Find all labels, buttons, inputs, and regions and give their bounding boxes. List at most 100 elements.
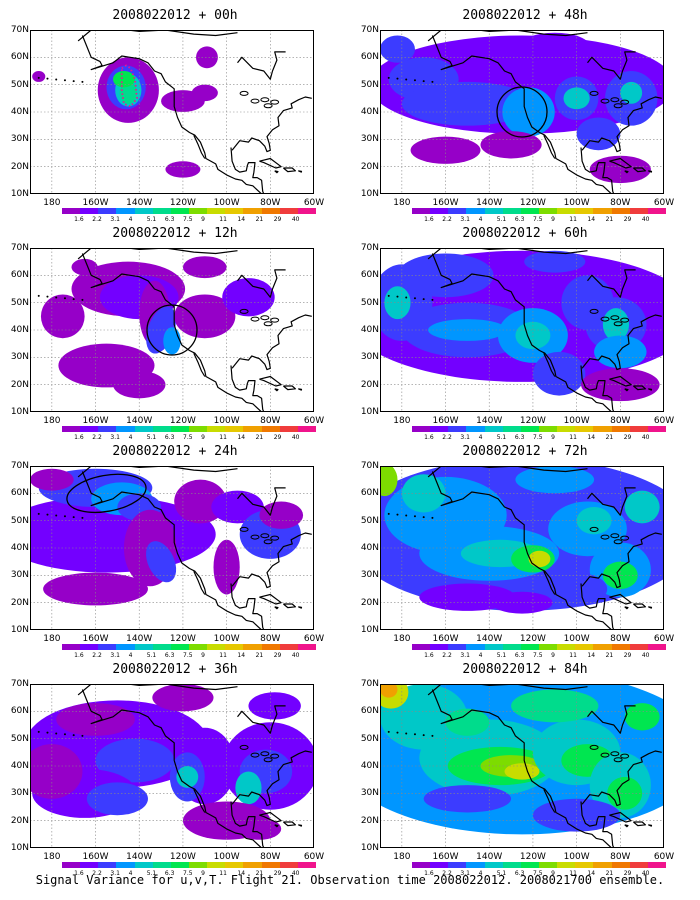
map-panel: 2008022012 + 60h 70N 60N 50N 40N 30N 20N 10N 180… [350, 226, 690, 441]
colorbar-swatch [134, 644, 153, 650]
latitude-label: 60N [10, 706, 29, 717]
colorbar-level-label: 14 [237, 870, 246, 877]
latitude-label: 40N [10, 761, 29, 771]
coastline [580, 365, 615, 412]
variance-contour [502, 87, 555, 137]
colorbar-swatch [243, 644, 262, 650]
island-dot [81, 516, 84, 519]
coastline [624, 388, 629, 392]
colorbar-swatch [538, 426, 558, 432]
colorbar-labels: 1.6 2.2 3.1 4 5.1 6.3 7.5 9 11 14 21 29 40 [412, 652, 666, 661]
colorbar-swatch [279, 862, 298, 868]
island-dot [72, 80, 75, 83]
panel-title: 2008022012 + 84h [462, 662, 588, 677]
latitude-label: 60N [10, 270, 29, 281]
map-panel: 2008022012 + 72h 70N 60N 50N 40N 30N 20N 10N 180… [350, 444, 690, 659]
colorbar-swatch [116, 862, 135, 868]
colorbar-swatch [647, 426, 666, 432]
latitude-label: 10N [360, 843, 379, 853]
colorbar-swatch [297, 426, 316, 432]
colorbar-swatch [62, 208, 81, 214]
colorbar-level-label: 21 [255, 434, 264, 441]
lake-outline [263, 103, 273, 109]
lake-outline [620, 753, 630, 759]
colorbar-swatch [647, 862, 666, 868]
colorbar-swatch [116, 208, 135, 214]
colorbar-level-label: 2.2 [92, 434, 102, 441]
variance-contour [95, 738, 175, 783]
island-dot [46, 295, 49, 298]
colorbar-level-label: 3.1 [110, 216, 120, 223]
colorbar-level-label: 11 [219, 870, 227, 877]
latitude-label: 40N [360, 107, 379, 117]
colorbar-swatch [448, 862, 467, 868]
colorbar-swatch [502, 862, 521, 868]
colorbar-swatch [629, 862, 648, 868]
colorbar-swatch [297, 644, 316, 650]
colorbar [62, 862, 316, 868]
latitude-label: 10N [10, 843, 29, 853]
colorbar-level-label: 5.1 [496, 216, 507, 223]
longitude-label: 120W [519, 416, 546, 426]
longitude-label: 100W [563, 852, 590, 862]
colorbar-level-label: 3.1 [110, 870, 120, 877]
latitude-label: 60N [10, 52, 29, 63]
latitude-label: 50N [10, 733, 29, 744]
colorbar-swatch [98, 208, 117, 214]
colorbar-swatch [225, 208, 244, 214]
lake-outline [239, 90, 249, 96]
longitude-label: 140W [126, 416, 153, 426]
lake-outline [260, 533, 270, 539]
colorbar-swatch [502, 644, 521, 650]
colorbar-level-label: 14 [237, 216, 246, 223]
longitude-label: 140W [476, 198, 503, 208]
variance-contour [602, 308, 630, 341]
variance-contour [515, 321, 551, 350]
colorbar-level-label: 6.3 [514, 434, 525, 441]
island-dot [387, 730, 390, 733]
island-dot [72, 298, 75, 301]
colorbar-labels: 1.6 2.2 3.1 4 5.1 6.3 7.5 9 11 14 21 29 40 [412, 216, 666, 225]
lake-outline [620, 535, 630, 541]
latitude-label: 70N [360, 679, 379, 689]
variance-contour [211, 490, 264, 524]
variance-contour [594, 335, 647, 369]
island-dot [396, 295, 399, 298]
lake-outline [239, 526, 249, 532]
longitude-label: 160W [432, 198, 459, 208]
colorbar-labels: 1.6 2.2 3.1 4 5.1 6.3 7.5 9 11 14 21 29 40 [62, 434, 316, 443]
colorbar-swatch [80, 862, 99, 868]
colorbar-level-label: 6.3 [164, 216, 175, 223]
colorbar-level-label: 4 [128, 216, 133, 223]
colorbar-swatch [611, 426, 630, 432]
colorbar-level-label: 2.2 [442, 434, 452, 441]
variance-contour [384, 286, 411, 320]
colorbar-swatch [647, 644, 666, 650]
colorbar-level-label: 29 [273, 652, 282, 659]
longitude-label: 120W [169, 198, 196, 208]
colorbar-level-label: 7.5 [533, 652, 543, 659]
latitude-label: 30N [360, 134, 379, 145]
colorbar-level-label: 40 [641, 216, 650, 223]
variance-contour [30, 468, 74, 491]
panel-title: 2008022012 + 60h [462, 226, 588, 241]
colorbar-swatch [170, 644, 189, 650]
coastline [543, 352, 556, 377]
colorbar-swatch [62, 644, 81, 650]
colorbar-swatch [170, 426, 189, 432]
colorbar-level-label: 1.6 [424, 870, 434, 877]
colorbar-level-label: 4 [128, 870, 133, 877]
map-panel: 2008022012 + 36h 70N 60N 50N 40N 30N 20N 10N 180… [0, 662, 340, 877]
colorbar-swatch [207, 644, 226, 650]
colorbar-swatch [170, 208, 189, 214]
colorbar-level-label: 29 [623, 870, 632, 877]
island-dot [387, 512, 390, 515]
latitude-label: 30N [360, 788, 379, 799]
colorbar-swatch [243, 208, 262, 214]
coastline [580, 801, 615, 848]
lake-outline [263, 539, 273, 545]
variance-contour [380, 466, 398, 497]
colorbar-swatch [279, 644, 298, 650]
colorbar-level-label: 29 [273, 434, 282, 441]
colorbar-swatch [593, 426, 612, 432]
